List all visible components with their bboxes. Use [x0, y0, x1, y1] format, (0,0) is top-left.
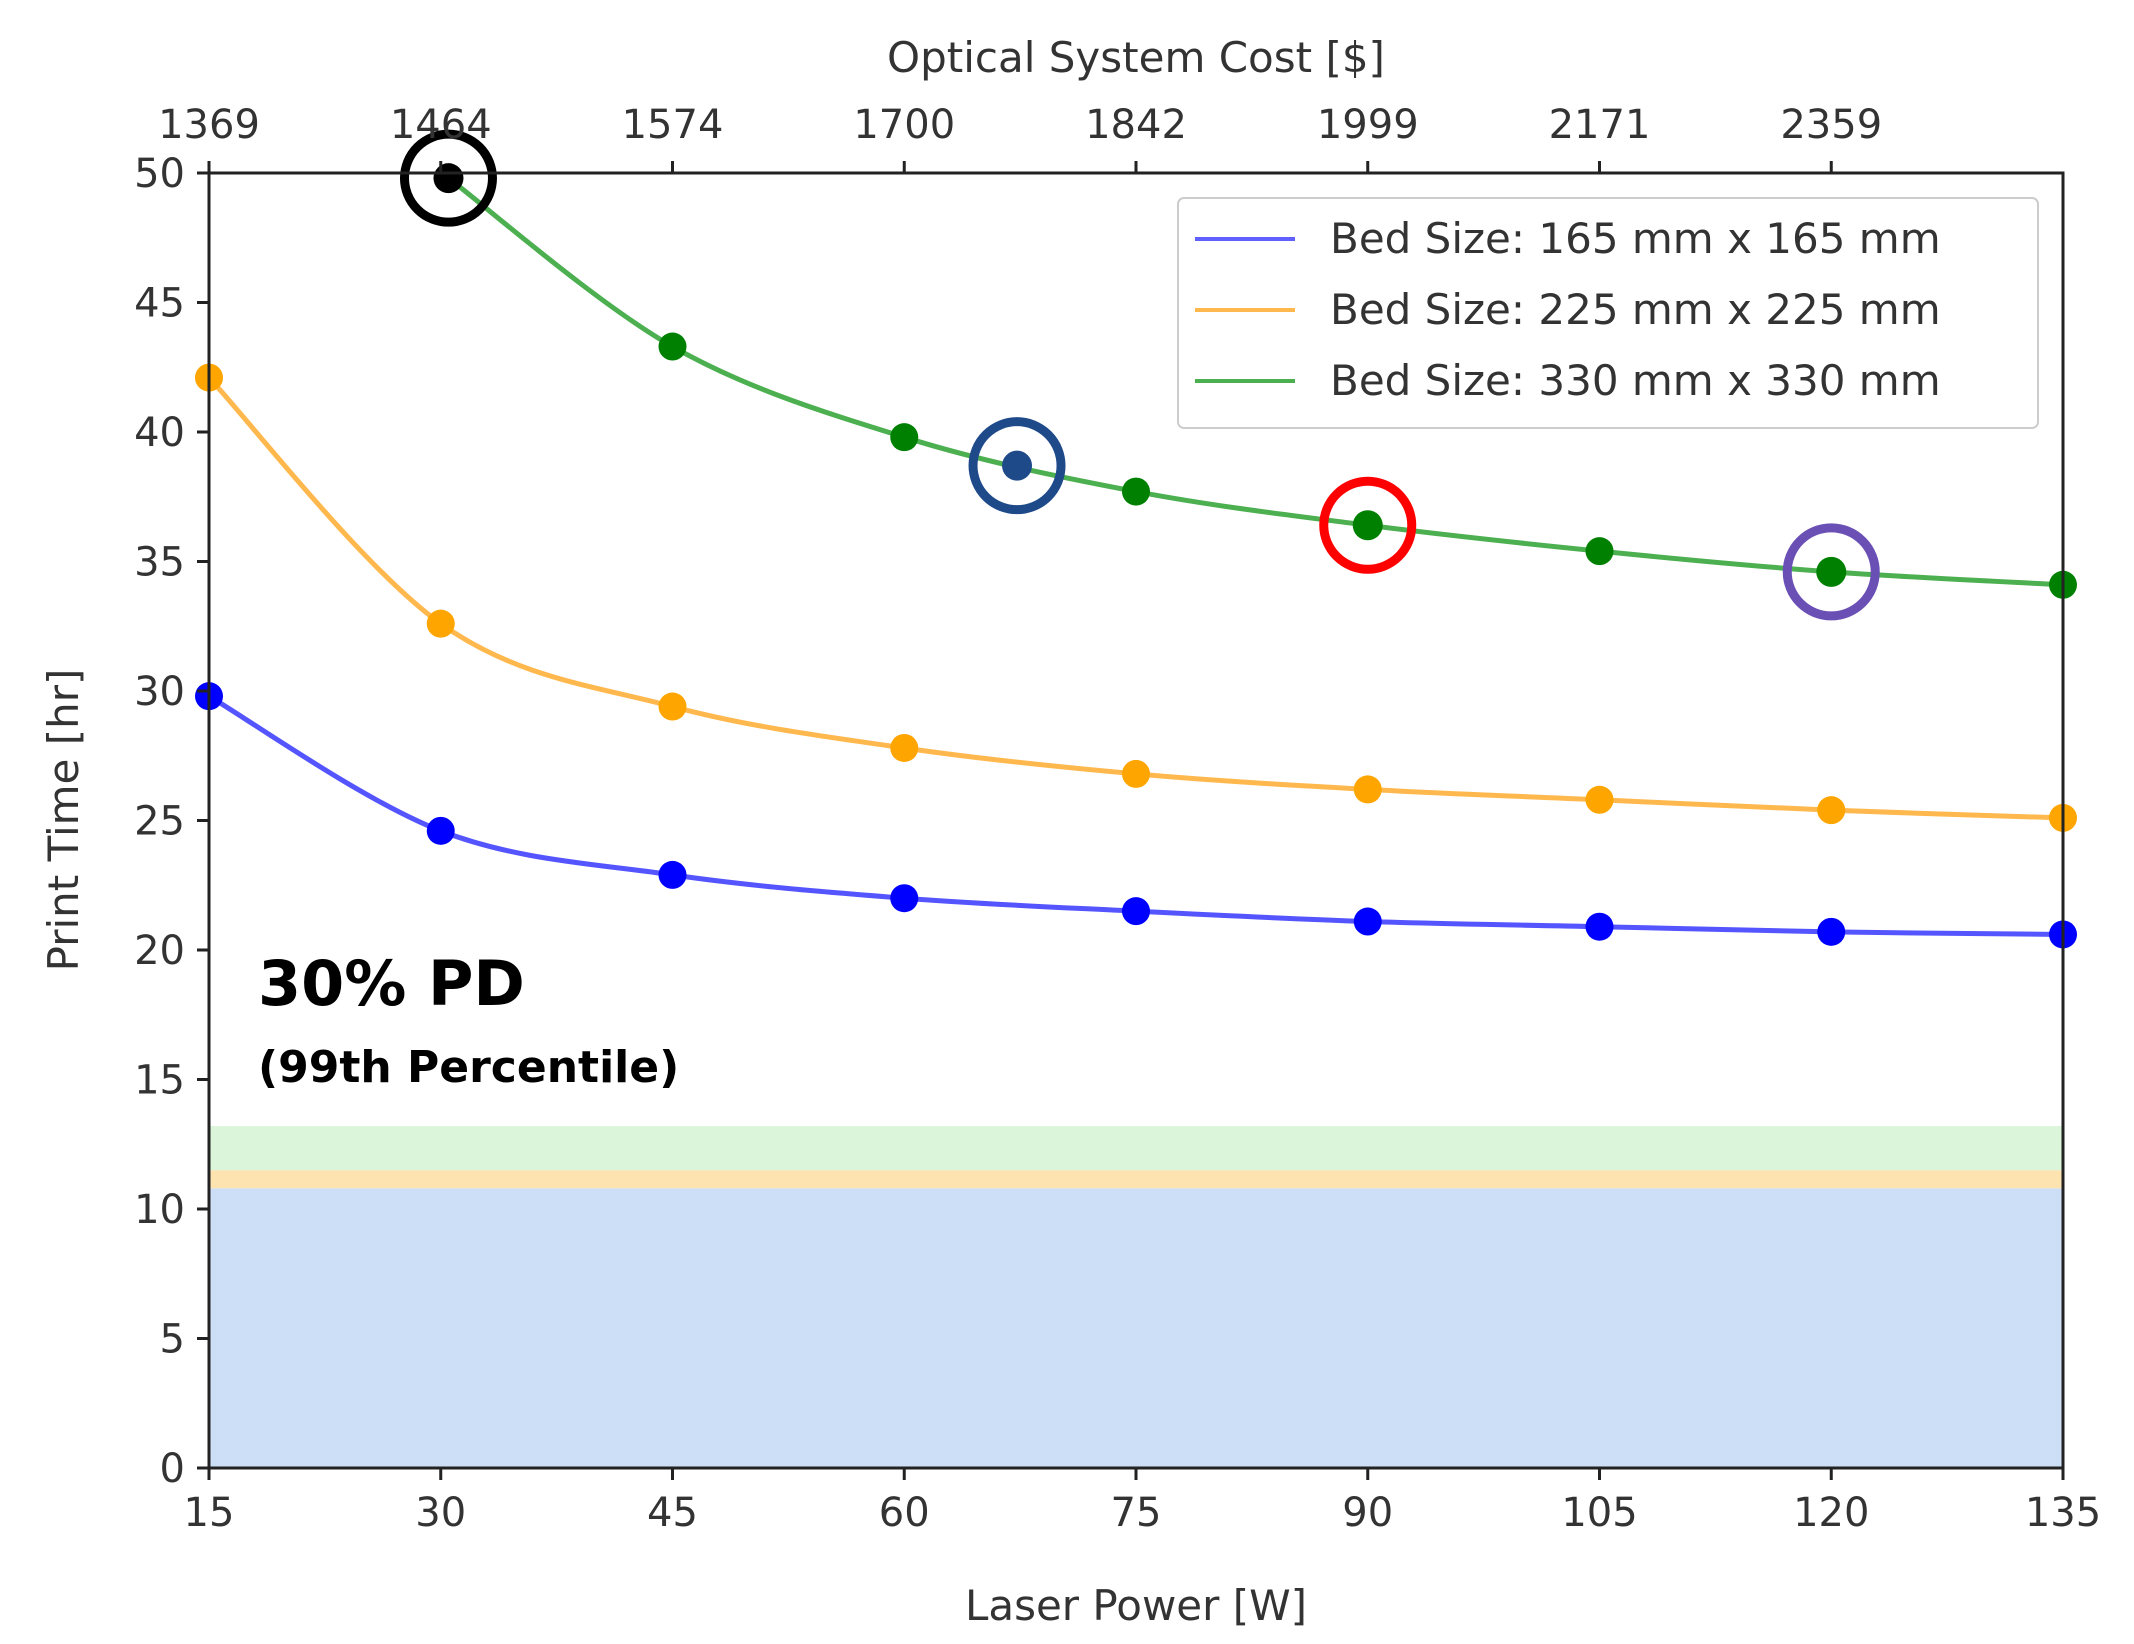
data-point-0-2 — [658, 860, 687, 889]
x-tick-label-6: 105 — [1561, 1490, 1637, 1536]
series-line-1 — [207, 375, 2064, 821]
annotation-pd: 30% PD — [258, 947, 525, 1020]
x-tick-label-1: 30 — [415, 1490, 466, 1536]
data-point-2-1 — [658, 332, 687, 361]
x-tick-label-8: 135 — [2025, 1490, 2101, 1536]
shaded-band-0 — [209, 1188, 2063, 1468]
y-tick-label-3: 15 — [134, 1058, 185, 1104]
top-tick-label-4: 1842 — [1085, 102, 1187, 148]
highlight-ring-1 — [968, 417, 1066, 515]
highlight-point-3 — [1816, 556, 1847, 587]
top-axis-label: Optical System Cost [$] — [887, 33, 1385, 82]
legend-label-225: Bed Size: 225 mm x 225 mm — [1330, 285, 1941, 334]
y-tick-label-4: 20 — [134, 928, 185, 974]
x-tick-label-4: 75 — [1111, 1490, 1162, 1536]
data-point-1-1 — [426, 609, 455, 638]
data-point-0-5 — [1353, 907, 1382, 936]
top-tick-label-3: 1700 — [853, 102, 955, 148]
highlight-point-2 — [1352, 510, 1383, 541]
highlight-ring-0 — [399, 129, 497, 227]
data-point-1-4 — [1122, 759, 1150, 788]
data-point-1-2 — [658, 692, 687, 721]
y-axis-label: Print Time [hr] — [39, 669, 88, 972]
x-tick-label-0: 15 — [184, 1490, 235, 1536]
series-line-2 — [446, 176, 2064, 588]
y-tick-label-10: 50 — [134, 151, 185, 197]
top-tick-label-6: 2171 — [1549, 102, 1651, 148]
y-tick-label-2: 10 — [134, 1187, 185, 1233]
data-point-0-1 — [426, 816, 455, 845]
annotation-percentile: (99th Percentile) — [258, 1042, 679, 1093]
data-point-1-3 — [890, 733, 919, 762]
y-tick-label-6: 30 — [134, 669, 185, 715]
y-tick-label-5: 25 — [134, 799, 185, 845]
x-tick-label-7: 120 — [1793, 1490, 1869, 1536]
shaded-band-2 — [209, 1126, 2063, 1171]
legend-label-330: Bed Size: 330 mm x 330 mm — [1330, 356, 1941, 405]
highlight-ring-2 — [1319, 476, 1417, 574]
top-tick-label-0: 1369 — [158, 102, 260, 148]
legend-label-165: Bed Size: 165 mm x 165 mm — [1330, 214, 1941, 263]
x-tick-label-3: 60 — [879, 1490, 930, 1536]
y-tick-label-1: 5 — [160, 1317, 185, 1363]
highlight-point-1 — [1002, 450, 1033, 481]
y-tick-label-9: 45 — [134, 281, 185, 327]
highlight-ring-3 — [1782, 523, 1880, 621]
data-point-1-6 — [1585, 785, 1614, 814]
data-point-0-7 — [1817, 917, 1846, 946]
top-tick-label-2: 1574 — [622, 102, 724, 148]
x-axis-label: Laser Power [W] — [965, 1581, 1307, 1630]
y-tick-label-0: 0 — [160, 1446, 185, 1492]
shaded-band-1 — [209, 1170, 2063, 1189]
data-point-0-6 — [1585, 912, 1614, 941]
data-point-2-3 — [1122, 477, 1150, 506]
top-tick-label-1: 1464 — [390, 102, 492, 148]
top-tick-label-7: 2359 — [1780, 102, 1882, 148]
legend: Bed Size: 165 mm x 165 mm Bed Size: 225 … — [1177, 197, 2039, 429]
data-point-0-3 — [890, 884, 919, 913]
x-tick-label-2: 45 — [647, 1490, 698, 1536]
top-tick-label-5: 1999 — [1317, 102, 1419, 148]
data-point-2-2 — [890, 423, 919, 452]
x-tick-label-5: 90 — [1342, 1490, 1393, 1536]
data-point-2-5 — [1585, 537, 1614, 566]
data-point-1-7 — [1817, 796, 1846, 825]
data-point-0-4 — [1122, 897, 1150, 926]
data-point-1-5 — [1353, 775, 1382, 804]
y-tick-label-8: 40 — [134, 410, 185, 456]
highlight-point-0 — [433, 163, 464, 194]
y-tick-label-7: 35 — [134, 540, 185, 586]
legend-box — [1177, 197, 2039, 429]
